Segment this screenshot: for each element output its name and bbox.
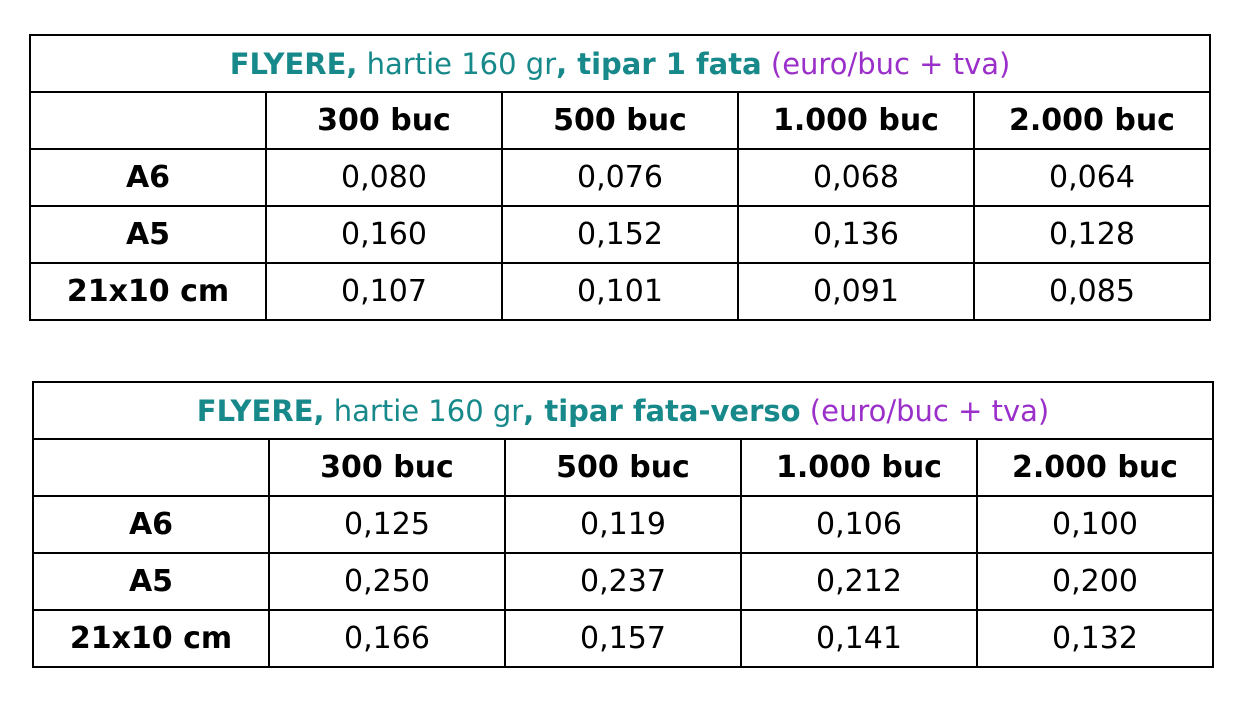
column-header: 500 buc [501, 91, 739, 150]
data-row: A6 0,080 0,076 0,068 0,064 [29, 148, 1211, 207]
column-header: 1.000 buc [737, 91, 975, 150]
price-cell: 0,141 [740, 609, 978, 668]
row-label: A5 [32, 552, 270, 611]
title-row: FLYERE, hartie 160 gr, tipar fata-verso … [32, 381, 1214, 440]
price-cell: 0,157 [504, 609, 742, 668]
header-row: 300 buc 500 buc 1.000 buc 2.000 buc [29, 91, 1211, 150]
price-cell: 0,237 [504, 552, 742, 611]
price-cell: 0,068 [737, 148, 975, 207]
data-row: A5 0,160 0,152 0,136 0,128 [29, 205, 1211, 264]
price-cell: 0,107 [265, 262, 503, 321]
table-title: FLYERE, hartie 160 gr, tipar 1 fata (eur… [29, 34, 1211, 93]
corner-cell [29, 91, 267, 150]
title-part: FLYERE, [229, 46, 358, 81]
price-cell: 0,250 [268, 552, 506, 611]
price-cell: 0,200 [976, 552, 1214, 611]
row-label: 21x10 cm [29, 262, 267, 321]
price-cell: 0,091 [737, 262, 975, 321]
title-part: hartie 160 gr [324, 393, 524, 428]
price-cell: 0,128 [973, 205, 1211, 264]
price-cell: 0,085 [973, 262, 1211, 321]
price-cell: 0,080 [265, 148, 503, 207]
price-cell: 0,212 [740, 552, 978, 611]
data-row: 21x10 cm 0,107 0,101 0,091 0,085 [29, 262, 1211, 321]
price-cell: 0,106 [740, 495, 978, 554]
row-label: 21x10 cm [32, 609, 270, 668]
data-row: A5 0,250 0,237 0,212 0,200 [32, 552, 1214, 611]
column-header: 2.000 buc [976, 438, 1214, 497]
row-label: A5 [29, 205, 267, 264]
column-header: 300 buc [268, 438, 506, 497]
title-part: (euro/buc + tva) [800, 393, 1050, 428]
title-part: hartie 160 gr [357, 46, 557, 81]
title-part: FLYERE, [196, 393, 325, 428]
price-table: FLYERE, hartie 160 gr, tipar fata-verso … [32, 381, 1214, 668]
title-row: FLYERE, hartie 160 gr, tipar 1 fata (eur… [29, 34, 1211, 93]
price-cell: 0,160 [265, 205, 503, 264]
price-cell: 0,076 [501, 148, 739, 207]
title-part: , tipar fata-verso [523, 393, 801, 428]
price-cell: 0,132 [976, 609, 1214, 668]
title-part: , tipar 1 fata [556, 46, 762, 81]
price-cell: 0,136 [737, 205, 975, 264]
price-cell: 0,101 [501, 262, 739, 321]
price-cell: 0,152 [501, 205, 739, 264]
price-table: FLYERE, hartie 160 gr, tipar 1 fata (eur… [29, 34, 1211, 321]
column-header: 1.000 buc [740, 438, 978, 497]
row-label: A6 [29, 148, 267, 207]
price-cell: 0,166 [268, 609, 506, 668]
price-cell: 0,119 [504, 495, 742, 554]
row-label: A6 [32, 495, 270, 554]
corner-cell [32, 438, 270, 497]
column-header: 500 buc [504, 438, 742, 497]
table-title: FLYERE, hartie 160 gr, tipar fata-verso … [32, 381, 1214, 440]
price-cell: 0,100 [976, 495, 1214, 554]
title-part: (euro/buc + tva) [761, 46, 1011, 81]
price-cell: 0,064 [973, 148, 1211, 207]
header-row: 300 buc 500 buc 1.000 buc 2.000 buc [32, 438, 1214, 497]
column-header: 300 buc [265, 91, 503, 150]
column-header: 2.000 buc [973, 91, 1211, 150]
data-row: A6 0,125 0,119 0,106 0,100 [32, 495, 1214, 554]
price-cell: 0,125 [268, 495, 506, 554]
data-row: 21x10 cm 0,166 0,157 0,141 0,132 [32, 609, 1214, 668]
